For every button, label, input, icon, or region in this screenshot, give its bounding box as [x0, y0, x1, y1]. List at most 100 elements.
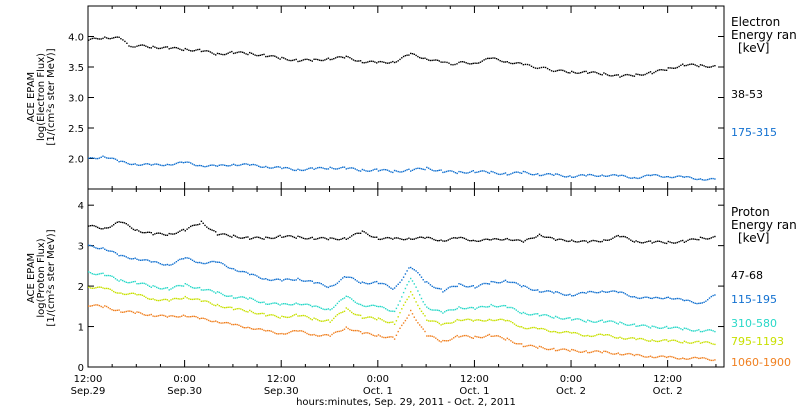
proton-point: [322, 284, 324, 286]
proton-point: [458, 319, 460, 321]
proton-point: [198, 286, 201, 289]
electron-point: [370, 170, 373, 172]
electron-point: [93, 157, 95, 159]
proton-point: [492, 304, 494, 307]
proton-point: [229, 267, 231, 269]
electron-point: [272, 55, 274, 57]
proton-point: [678, 327, 680, 329]
proton-point: [676, 340, 678, 342]
proton-point: [465, 286, 467, 288]
proton-point: [678, 241, 680, 243]
proton-point: [444, 340, 446, 342]
proton-point: [451, 309, 453, 311]
proton-point: [429, 237, 432, 239]
proton-point: [440, 288, 442, 290]
proton-point: [370, 235, 373, 238]
proton-point: [578, 292, 580, 295]
proton-point: [454, 308, 457, 311]
electron-point: [374, 61, 376, 63]
electron-point: [648, 71, 650, 74]
electron-point: [467, 172, 469, 174]
proton-point: [565, 240, 568, 242]
proton-point: [497, 282, 500, 284]
proton-point: [408, 296, 410, 298]
proton-point: [324, 334, 326, 336]
proton-point: [182, 297, 185, 299]
proton-point: [392, 288, 394, 290]
electron-point: [311, 167, 313, 169]
proton-point: [181, 229, 183, 231]
electron-point: [150, 164, 152, 166]
proton-point: [524, 285, 526, 287]
proton-point: [442, 323, 444, 325]
electron-point: [377, 170, 380, 172]
proton-point: [553, 238, 555, 240]
proton-point: [456, 237, 458, 239]
electron-point: [492, 57, 494, 59]
proton-point: [141, 313, 144, 315]
electron-point: [479, 61, 482, 63]
electron-point: [283, 167, 285, 169]
proton-point: [673, 339, 675, 341]
proton-point: [415, 319, 417, 321]
proton-point: [315, 238, 317, 240]
proton-point: [297, 303, 299, 305]
proton-point: [105, 249, 108, 251]
proton-point: [608, 352, 610, 354]
proton-point: [275, 278, 278, 280]
electron-point: [277, 166, 279, 168]
electron-point: [224, 53, 226, 56]
proton-point: [669, 241, 671, 243]
proton-point: [563, 294, 566, 296]
proton-point: [281, 280, 283, 282]
proton-point: [529, 288, 532, 291]
electron-point: [458, 170, 460, 173]
proton-point: [363, 282, 365, 284]
proton-point: [331, 308, 333, 310]
proton-point: [454, 320, 457, 322]
electron-point: [460, 61, 462, 63]
proton-point: [136, 229, 138, 231]
proton-point: [368, 283, 371, 285]
proton-point: [533, 237, 535, 239]
proton-point: [417, 272, 419, 274]
proton-point: [608, 291, 610, 293]
proton-point: [127, 224, 129, 226]
proton-point: [456, 334, 458, 337]
electron-point: [517, 62, 519, 64]
electron-point: [628, 177, 630, 179]
proton-point: [415, 286, 417, 288]
electron-point: [651, 174, 653, 176]
proton-point: [447, 322, 449, 324]
proton-point: [211, 320, 213, 323]
proton-point: [508, 281, 510, 283]
electron-point: [286, 59, 288, 61]
proton-point: [113, 290, 115, 293]
electron-point: [358, 60, 360, 62]
electron-point: [637, 73, 639, 76]
proton-point: [685, 358, 687, 360]
electron-point: [552, 70, 555, 73]
electron-point: [440, 61, 442, 63]
proton-point: [633, 241, 636, 243]
proton-point: [517, 325, 519, 327]
proton-point: [526, 313, 528, 315]
proton-point: [311, 280, 313, 282]
proton-point: [313, 238, 315, 240]
proton-point: [338, 300, 340, 303]
proton-point: [302, 330, 305, 333]
electron-point: [508, 173, 510, 176]
proton-point: [114, 278, 117, 280]
electron-point: [122, 39, 124, 41]
proton-point: [531, 344, 534, 347]
proton-point: [444, 290, 446, 292]
proton-point: [565, 330, 568, 333]
proton-point: [365, 232, 367, 234]
proton-point: [376, 335, 378, 337]
electron-point: [427, 167, 430, 169]
proton-point: [207, 301, 210, 303]
proton-point: [150, 313, 152, 316]
proton-point: [479, 319, 482, 321]
electron-point: [667, 176, 669, 178]
proton-point: [241, 270, 244, 273]
